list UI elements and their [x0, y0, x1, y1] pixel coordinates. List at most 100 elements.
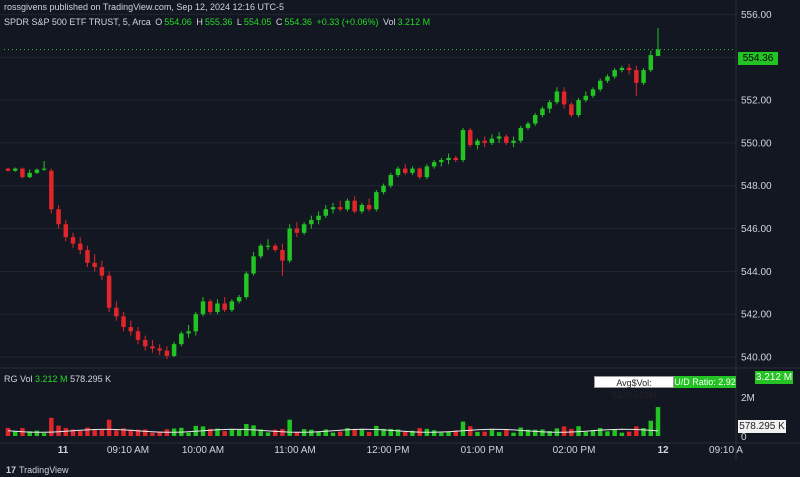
candle-body [128, 327, 134, 332]
candle-body [576, 100, 581, 116]
volume-bar [532, 429, 538, 436]
volume-bar [330, 432, 336, 436]
vol-value: 3.212 M [397, 17, 431, 27]
candle-body [41, 168, 47, 170]
publisher-line: rossgivens published on TradingView.com,… [4, 2, 285, 12]
volume-bar [576, 426, 581, 436]
candle-body [215, 303, 220, 313]
candle-body [70, 237, 76, 244]
candle-body [20, 168, 25, 178]
candle-body [309, 219, 314, 225]
candle-body [583, 95, 589, 101]
volume-bar [229, 429, 235, 436]
low-value: 554.05 [243, 17, 272, 27]
volume-bar [121, 428, 126, 436]
tradingview-logo[interactable]: 17 TradingView [6, 465, 69, 475]
candle-body [402, 168, 408, 173]
candle-body [518, 127, 524, 141]
volume-bar [518, 427, 524, 436]
time-tick-label: 01:00 PM [461, 445, 504, 456]
volume-bar [280, 428, 285, 436]
volume-bar [395, 429, 401, 436]
candle-body [85, 249, 90, 263]
candlestick-series [4, 28, 736, 360]
candle-body [439, 160, 444, 163]
volume-legend: RG Vol 3.212 M 578.295 K [4, 374, 111, 384]
price-tick-label: 548.00 [741, 181, 772, 192]
volume-bar [655, 407, 661, 436]
time-tick-label: 09:10 AM [107, 445, 149, 456]
volume-bar [626, 431, 632, 436]
volume-bar [641, 428, 646, 436]
candle-body [229, 301, 235, 310]
time-tick-label: 11:00 AM [274, 445, 316, 456]
price-tick-label: 544.00 [741, 267, 772, 278]
price-tick-label: 546.00 [741, 224, 772, 235]
candle-body [280, 249, 285, 261]
volume-bar [34, 430, 40, 436]
candle-body [475, 140, 480, 146]
close-label: C [275, 17, 283, 27]
volume-bar [128, 429, 134, 436]
volume-bar [99, 429, 105, 436]
price-tick-label: 550.00 [741, 138, 772, 149]
candle-body [272, 245, 278, 250]
volume-indicator-name: RG Vol [4, 374, 33, 384]
volume-bar [475, 431, 480, 436]
candle-body [496, 136, 502, 139]
volume-bar [114, 430, 119, 436]
volume-bar [337, 431, 343, 436]
volume-bar [85, 427, 90, 436]
candle-body [626, 67, 632, 71]
volume-indicator-value: 3.212 M [35, 374, 68, 384]
volume-bar [388, 428, 394, 436]
volume-bar [496, 432, 502, 436]
candle-body [244, 273, 249, 298]
volume-bar [258, 429, 264, 436]
volume-bar [460, 421, 466, 436]
candle-body [540, 108, 545, 116]
candle-body [569, 104, 574, 116]
volume-bar [186, 432, 191, 436]
volume-tick-label: 2M [741, 393, 755, 404]
volume-bar [439, 432, 444, 436]
volume-bar [540, 429, 545, 436]
volume-bar [453, 430, 459, 436]
last-price-tag: 554.36 [738, 52, 778, 65]
avg-dollar-volume-box: Avg$Vol: $320.583M [594, 376, 674, 400]
price-tick-label: 542.00 [741, 310, 772, 321]
volume-bar [402, 431, 408, 436]
volume-average-tag: 578.295 K [738, 420, 786, 433]
candle-body [612, 70, 617, 77]
candle-body [99, 267, 105, 276]
candle-body [186, 331, 191, 334]
volume-bar [323, 429, 329, 436]
volume-series [5, 407, 661, 436]
candle-body [236, 297, 242, 302]
brand-name: TradingView [19, 465, 69, 475]
volume-bar [77, 431, 83, 436]
volume-bar [41, 433, 47, 436]
time-tick-label: 09:10 A [709, 445, 743, 456]
volume-bar [135, 429, 141, 436]
candle-body [359, 204, 365, 212]
volume-bar [381, 428, 386, 436]
candle-body [388, 175, 394, 186]
volume-bar [547, 431, 552, 436]
candle-body [330, 207, 336, 210]
axes: 556.00554.00552.00550.00548.00546.00544.… [0, 0, 800, 460]
volume-bar [309, 429, 314, 436]
candle-body [619, 67, 625, 71]
candle-body [27, 172, 32, 178]
candle-body [265, 245, 271, 247]
volume-bar [63, 428, 69, 436]
candle-body [561, 91, 567, 105]
symbol-legend: SPDR S&P 500 ETF TRUST, 5, Arca O 554.06 … [4, 17, 432, 27]
volume-bar [92, 429, 97, 436]
volume-bar [5, 427, 11, 436]
candle-body [5, 168, 11, 171]
volume-bar [272, 429, 278, 436]
candle-body [641, 70, 646, 83]
candle-body [482, 140, 487, 143]
